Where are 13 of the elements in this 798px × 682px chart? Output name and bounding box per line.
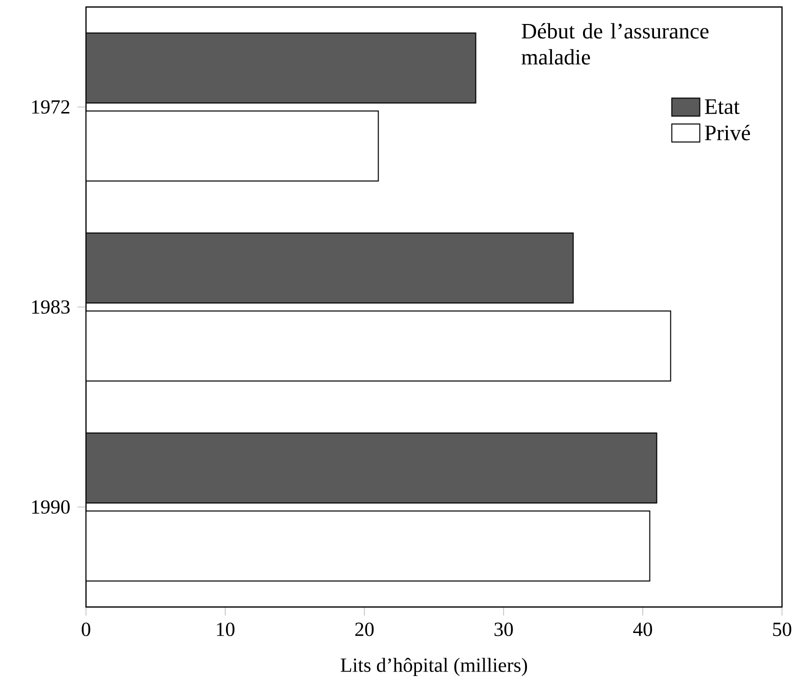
legend-label: Privé (704, 124, 750, 140)
x-tick-label: 0 (82, 622, 90, 636)
y-tick-label: 1983 (32, 300, 70, 314)
x-axis-title: Lits d’hôpital (milliers) (340, 658, 527, 676)
x-tick-label: 40 (633, 622, 652, 636)
y-tick-label: 1972 (32, 100, 70, 114)
x-tick-label: 10 (216, 622, 234, 636)
y-tick-label: 1990 (32, 500, 70, 514)
legend-title: Début de l’assurance maladie (522, 23, 708, 65)
x-tick-label: 50 (773, 622, 792, 636)
x-tick-label: 30 (494, 622, 513, 636)
x-tick-label: 20 (355, 622, 374, 636)
legend-label: Etat (704, 99, 740, 114)
